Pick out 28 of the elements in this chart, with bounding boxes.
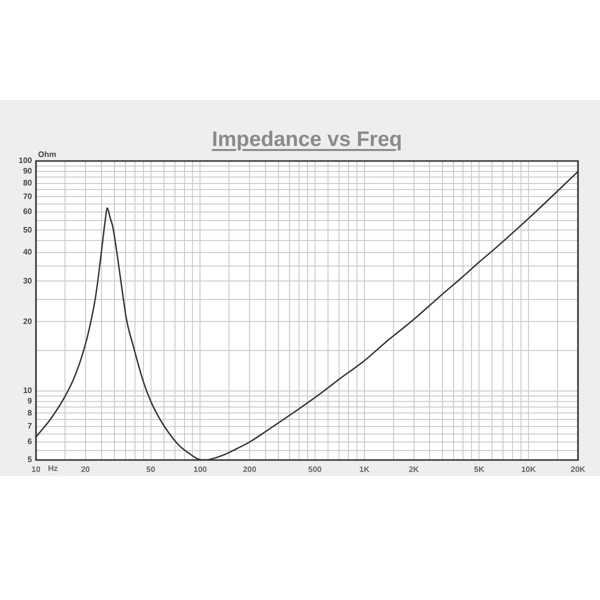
x-tick-label: 200: [242, 465, 257, 474]
x-tick-label: 50: [146, 465, 156, 474]
y-tick-label: 30: [23, 276, 33, 286]
x-axis-title: Hz: [48, 464, 58, 474]
y-tick-label: 8: [28, 408, 33, 418]
y-tick-label: 70: [23, 192, 33, 201]
x-tick-label: 10K: [521, 465, 536, 474]
y-tick-label: 5: [28, 455, 33, 464]
x-tick-label: 20K: [570, 465, 586, 474]
y-tick-label: 60: [23, 207, 33, 216]
x-tick-label: 500: [308, 465, 322, 474]
y-tick-label: 9: [28, 396, 33, 406]
x-tick-label: 20: [80, 465, 90, 474]
y-tick-label: 10: [23, 386, 33, 396]
x-tick-label: 5K: [474, 465, 484, 474]
y-tick-label: 7: [28, 422, 33, 431]
y-tick-label: 80: [23, 178, 33, 188]
x-tick-label: 1K: [359, 465, 370, 474]
y-tick-label: 20: [23, 316, 33, 326]
x-tick-label: 100: [194, 465, 208, 474]
y-tick-label: 90: [23, 166, 33, 176]
y-axis-title: Ohm: [38, 150, 56, 160]
y-tick-label: 6: [28, 437, 33, 446]
chart-title: Impedance vs Freq: [212, 128, 402, 151]
y-tick-label: 40: [23, 248, 33, 257]
x-tick-label: 2K: [408, 465, 420, 474]
y-tick-label: 50: [23, 225, 33, 234]
y-tick-label: 100: [18, 156, 33, 166]
